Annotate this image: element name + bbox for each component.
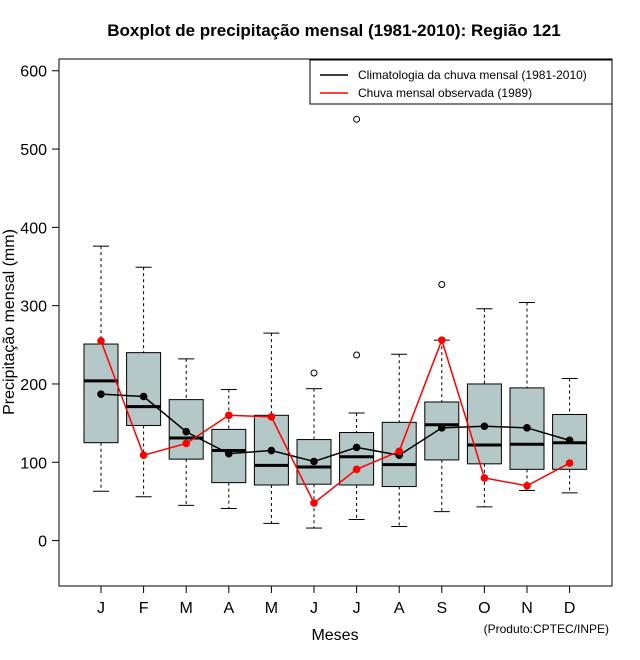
legend-label-observed: Chuva mensal observada (1989) — [358, 86, 532, 100]
observed-point — [438, 336, 446, 344]
climatology-point — [310, 457, 318, 466]
observed-point — [565, 459, 574, 467]
observed-point — [225, 411, 233, 420]
box-iqr — [339, 432, 375, 486]
x-tick-label: J — [310, 600, 318, 617]
y-tick-label: 500 — [20, 142, 47, 159]
climatology-point — [139, 392, 148, 401]
x-tick-label: J — [353, 600, 361, 617]
outlier-point — [353, 351, 361, 359]
credit-text: (Produto:CPTEC/INPE) — [484, 622, 609, 636]
climatology-point — [480, 422, 489, 431]
x-axis-label: Meses — [311, 627, 358, 644]
box-5 — [253, 332, 289, 524]
climatology-point — [352, 443, 361, 452]
observed-line — [100, 337, 570, 505]
x-tick-label: M — [180, 600, 193, 617]
box-11 — [509, 302, 545, 491]
legend-label-climatology: Climatologia da chuva mensal (1981-2010) — [358, 68, 587, 82]
x-tick-label: A — [223, 600, 234, 617]
plot-frame — [58, 58, 613, 587]
x-tick-label: M — [265, 600, 278, 617]
x-tick-label: N — [521, 600, 533, 617]
y-tick-label: 200 — [20, 377, 47, 394]
legend-box — [309, 59, 613, 105]
box-1 — [83, 245, 119, 492]
climatology-point — [267, 446, 276, 455]
box-9 — [424, 281, 460, 513]
observed-point — [310, 499, 318, 507]
climatology-point — [97, 390, 105, 398]
y-tick-label: 400 — [20, 220, 47, 237]
observed-point — [182, 439, 190, 448]
boxes-layer — [83, 115, 588, 529]
box-8 — [381, 353, 417, 527]
observed-point — [267, 413, 276, 421]
climatology-point — [565, 436, 574, 445]
box-12 — [552, 377, 588, 494]
y-axis: 0 100 200 300 400 500 600 — [20, 64, 60, 551]
x-tick-label: J — [97, 600, 105, 617]
x-tick-label: D — [564, 600, 576, 617]
observed-point — [395, 447, 404, 456]
observed-point — [139, 451, 148, 460]
x-tick-label: O — [478, 600, 490, 617]
box-iqr — [126, 352, 162, 426]
series-layer — [97, 336, 574, 507]
x-tick-label: A — [394, 600, 405, 617]
y-axis-label: Precipitação mensal (mm) — [1, 229, 18, 415]
outlier-point — [310, 369, 318, 377]
legend: Climatologia da chuva mensal (1981-2010)… — [309, 59, 613, 105]
outlier-point — [353, 115, 361, 123]
climatology-line — [100, 393, 570, 463]
y-tick-label: 0 — [38, 534, 47, 551]
x-tick-label: S — [436, 600, 447, 617]
observed-point — [97, 337, 105, 345]
climatology-point — [438, 424, 446, 432]
box-iqr — [424, 401, 460, 461]
climatology-point — [523, 424, 531, 432]
box-2 — [126, 266, 162, 498]
observed-point — [352, 465, 361, 474]
x-tick-label: F — [139, 600, 149, 617]
observed-point — [480, 474, 489, 482]
outlier-point — [438, 281, 446, 289]
observed-point — [523, 481, 531, 490]
y-tick-label: 300 — [20, 299, 47, 316]
climatology-point — [225, 449, 233, 458]
y-tick-label: 600 — [20, 64, 47, 81]
climatology-point — [182, 427, 190, 436]
box-7 — [339, 115, 375, 520]
box-4 — [211, 388, 247, 509]
y-tick-label: 100 — [20, 455, 47, 472]
chart-title: Boxplot de precipitação mensal (1981-201… — [107, 21, 561, 40]
